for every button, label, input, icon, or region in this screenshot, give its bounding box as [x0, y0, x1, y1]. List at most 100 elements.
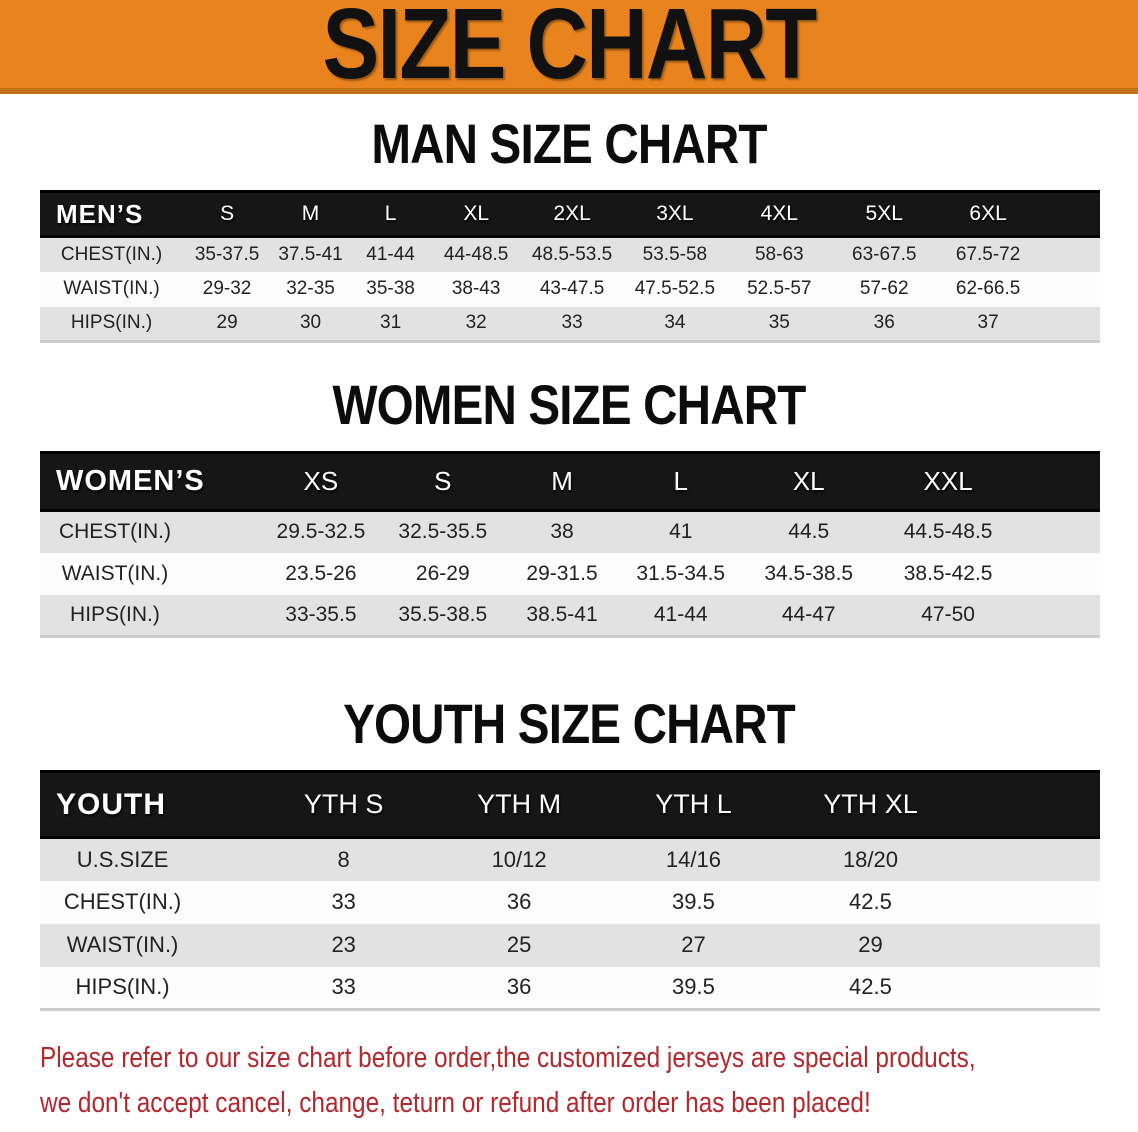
size-value-cell: 41-44	[653, 602, 708, 626]
size-column-header: 3XL	[622, 190, 727, 238]
size-value-cell: 44.5-48.5	[903, 520, 993, 544]
size-value-cell: 41-44	[366, 243, 415, 265]
size-value-cell: 37.5-41	[278, 243, 343, 265]
men-table-body: CHEST(IN.) 35-37.5 37.5-41 41-44 44-48.5 48.5…	[40, 236, 1100, 342]
size-value-cell: 29.5-32.5	[276, 520, 366, 544]
size-value-cell: 23	[331, 932, 356, 957]
size-value-cell: 29-32	[202, 278, 252, 299]
size-header-row: YOUTH YTH S YTH M YTH L YTH XL	[40, 770, 1100, 839]
size-column-header: 5XL	[831, 190, 937, 238]
disclaimer-line-1: Please refer to our size chart before or…	[40, 1042, 976, 1074]
row-spacer	[1020, 553, 1100, 595]
size-value-cell: 33	[561, 312, 583, 334]
size-value-cell: 34.5-38.5	[764, 561, 854, 585]
size-value-cell: 47.5-52.5	[634, 278, 716, 299]
size-value-cell: 33	[331, 889, 356, 914]
measurement-row-label: CHEST(IN.)	[60, 243, 163, 265]
size-column-header: 4XL	[726, 190, 832, 238]
header-spacer	[1019, 451, 1100, 512]
size-value-cell: 62-66.5	[955, 278, 1021, 299]
row-spacer	[960, 881, 1100, 924]
size-column-header: M	[503, 451, 621, 512]
size-value-cell: 35.5-38.5	[398, 602, 488, 626]
measurement-row: WAIST(IN.) 23 25 27 29	[40, 923, 1100, 967]
measurement-row-label: HIPS(IN.)	[70, 312, 153, 334]
measurement-row: HIPS(IN.) 33-35.5 35.5-38.5 38.5-41 41-44 44-…	[40, 594, 1100, 637]
size-column-header: M	[271, 190, 351, 238]
disclaimer-line-2: we don't accept cancel, change, teturn o…	[40, 1087, 871, 1119]
size-column-header: XL	[741, 451, 877, 512]
size-value-cell: 8	[337, 846, 350, 872]
measurement-row-label: HIPS(IN.)	[75, 974, 170, 1000]
size-value-cell: 34	[664, 312, 686, 334]
size-value-cell: 31	[380, 312, 402, 334]
size-column-header: YTH XL	[780, 770, 961, 839]
size-column-header: S	[381, 451, 504, 512]
youth-section-heading: YOUTH SIZE CHART	[343, 692, 796, 755]
size-value-cell: 41	[669, 520, 693, 544]
size-value-cell: 47-50	[921, 602, 975, 626]
table-corner-label: MEN’S	[40, 190, 184, 238]
size-value-cell: 32.5-35.5	[398, 520, 488, 544]
size-column-header: XXL	[876, 451, 1020, 512]
measurement-row-label: WAIST(IN.)	[63, 278, 160, 299]
size-value-cell: 44.5	[788, 520, 830, 544]
measurement-row-label: HIPS(IN.)	[70, 602, 160, 626]
row-spacer	[960, 838, 1100, 881]
row-spacer	[1020, 511, 1100, 553]
row-spacer	[1020, 595, 1100, 637]
size-column-header: S	[183, 190, 272, 238]
measurement-row-label: CHEST(IN.)	[63, 889, 182, 914]
size-value-cell: 43-47.5	[539, 278, 605, 299]
men-section-heading: MAN SIZE CHART	[371, 112, 767, 175]
measurement-row: CHEST(IN.) 33 36 39.5 42.5	[40, 880, 1100, 924]
measurement-row: CHEST(IN.) 35-37.5 37.5-41 41-44 44-48.5 48.5…	[40, 236, 1100, 272]
measurement-row-label: CHEST(IN.)	[58, 520, 171, 544]
size-value-cell: 67.5-72	[955, 243, 1021, 265]
measurement-row-label: U.S.SIZE	[76, 846, 169, 872]
size-column-header: XL	[431, 190, 522, 238]
size-column-header: L	[620, 451, 742, 512]
men-size-table: MEN’S S M L XL 2XL 3XL 4XL 5XL 6XL CHEST(IN.) 35-3…	[40, 190, 1100, 343]
size-value-cell: 27	[681, 932, 706, 957]
size-value-cell: 58-63	[754, 243, 804, 265]
size-value-cell: 44-48.5	[443, 243, 509, 265]
order-disclaimer: Please refer to our size chart before or…	[40, 1036, 976, 1126]
size-value-cell: 35-37.5	[194, 243, 260, 265]
size-chart-title: SIZE CHART	[322, 0, 818, 100]
size-value-cell: 38	[550, 520, 574, 544]
size-value-cell: 38-43	[451, 278, 501, 299]
size-chart-banner: SIZE CHART	[0, 0, 1138, 94]
header-spacer	[1039, 190, 1100, 238]
size-value-cell: 36	[506, 974, 532, 1000]
measurement-row: WAIST(IN.) 29-32 32-35 35-38 38-43 43-47.5 47.…	[40, 271, 1100, 307]
men-table-header: MEN’S S M L XL 2XL 3XL 4XL 5XL 6XL	[40, 190, 1100, 238]
size-column-header: L	[350, 190, 432, 238]
size-value-cell: 48.5-53.5	[531, 243, 613, 265]
table-corner-label: YOUTH	[40, 770, 256, 839]
size-value-cell: 29	[216, 312, 238, 334]
women-table-header: WOMEN’S XS S M L XL XXL	[40, 451, 1100, 512]
size-column-header: 2XL	[521, 190, 623, 238]
women-section-heading: WOMEN SIZE CHART	[332, 373, 807, 436]
row-spacer	[1040, 272, 1100, 307]
size-value-cell: 39.5	[672, 974, 715, 1000]
women-size-table: WOMEN’S XS S M L XL XXL CHEST(IN.) 29.5-32.5 32.…	[40, 451, 1100, 638]
youth-table-body: U.S.SIZE 8 10/12 14/16 18/20 CHEST(IN.) 33 36 39…	[40, 837, 1100, 1010]
size-value-cell: 42.5	[849, 889, 892, 914]
size-value-cell: 31.5-34.5	[636, 561, 726, 585]
size-value-cell: 63-67.5	[852, 243, 917, 265]
size-column-header: XS	[259, 451, 382, 512]
size-column-header: 6XL	[936, 190, 1040, 238]
size-value-cell: 32-35	[286, 278, 335, 299]
measurement-row: HIPS(IN.) 29 30 31 32 33 34 35 36 37	[40, 306, 1100, 342]
size-value-cell: 44-47	[781, 602, 836, 626]
size-value-cell: 29	[858, 932, 883, 957]
size-header-row: WOMEN’S XS S M L XL XXL	[40, 451, 1100, 512]
size-value-cell: 36	[873, 312, 895, 334]
size-value-cell: 25	[506, 932, 532, 957]
size-value-cell: 35	[768, 312, 790, 334]
row-spacer	[960, 967, 1100, 1010]
size-value-cell: 52.5-57	[747, 278, 812, 299]
